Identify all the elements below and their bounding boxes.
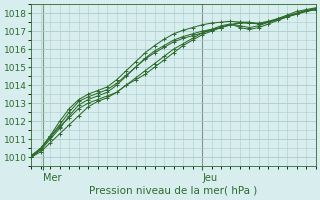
X-axis label: Pression niveau de la mer( hPa ): Pression niveau de la mer( hPa )	[90, 186, 258, 196]
